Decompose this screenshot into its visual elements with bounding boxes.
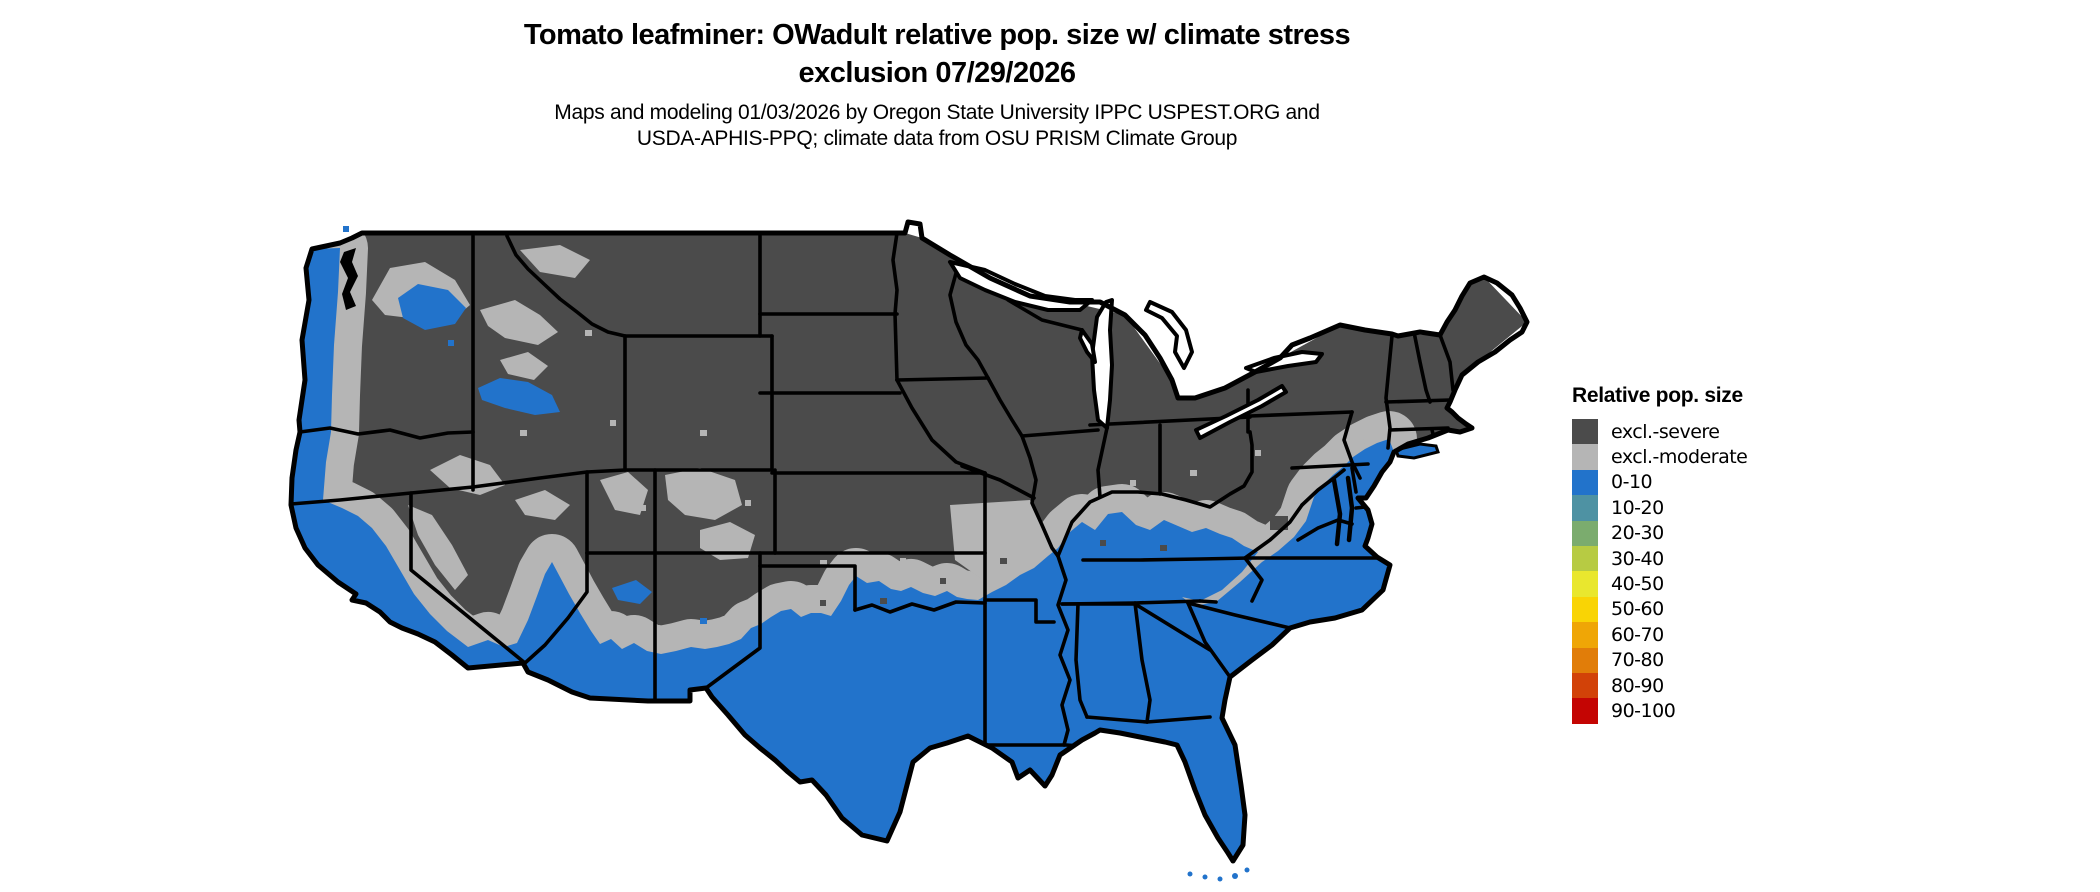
legend-swatch-10-20 [1572,495,1598,521]
blue-valley-patches [398,284,652,604]
legend-swatch-90-100 [1572,698,1598,724]
legend-label: excl.-moderate [1611,446,1748,469]
legend-item: 90-100 [1572,698,1747,724]
map-title-line2: exclusion 07/29/2026 [798,57,1076,89]
subtitle-block: Maps and modeling 01/03/2026 by Oregon S… [0,100,1874,152]
legend-item: 30-40 [1572,545,1747,572]
legend-item: 40-50 [1572,571,1747,597]
legend-swatch-40-50 [1572,571,1598,597]
legend-item: excl.-moderate [1572,444,1748,470]
legend-label: 70-80 [1611,649,1664,672]
zone-0-10 [291,248,1394,861]
legend-swatch-70-80 [1572,647,1598,673]
legend-swatch-0-10 [1572,469,1598,496]
legend-label: 0-10 [1611,471,1653,494]
title-block: Tomato leafminer: OWadult relative pop. … [0,16,1874,92]
legend: Relative pop. size excl.-severe excl.-mod… [1572,384,1748,724]
legend-item: 80-90 [1572,672,1747,699]
legend-item: 10-20 [1572,495,1747,521]
moderate-patches [372,245,1368,590]
legend-item: 0-10 [1572,469,1747,496]
legend-label: excl.-severe [1611,420,1720,443]
legend-label: 90-100 [1611,699,1676,722]
lake-huron [1144,300,1194,370]
map-credits-line1: Maps and modeling 01/03/2026 by Oregon S… [554,101,1320,124]
legend-item: 50-60 [1572,596,1747,623]
legend-swatch-excl.-moderate [1572,444,1598,470]
legend-label: 10-20 [1611,496,1664,519]
legend-swatch-excl.-severe [1572,419,1598,445]
legend-label: 80-90 [1611,674,1664,697]
legend-swatch-80-90 [1572,672,1598,699]
legend-label: 20-30 [1611,522,1664,545]
legend-item: 20-30 [1572,520,1747,546]
legend-swatch-30-40 [1572,545,1598,572]
legend-item: 60-70 [1572,622,1747,648]
legend-label: 60-70 [1611,623,1664,646]
us-outline [288,219,1530,864]
legend-title: Relative pop. size [1572,384,1743,407]
legend-item: excl.-severe [1572,419,1747,445]
lake-erie [1194,384,1288,440]
map-title-line1: Tomato leafminer: OWadult relative pop. … [523,19,1351,51]
legend-label: 50-60 [1611,598,1664,621]
raster-speck-offshore [343,226,349,232]
puget-sound [340,248,358,310]
chesapeake-bay [1331,475,1355,547]
legend-swatch-60-70 [1572,622,1598,648]
legend-items: excl.-severe excl.-moderate 0-10 10-20 20-30… [1572,419,1748,724]
lake-michigan [1090,298,1114,430]
green-bay [1078,328,1097,364]
legend-swatch-20-30 [1572,520,1598,546]
legend-label: 40-50 [1611,573,1664,596]
florida-keys [1187,867,1250,882]
legend-swatch-50-60 [1572,596,1598,623]
legend-item: 70-80 [1572,647,1747,673]
legend-label: 30-40 [1611,547,1664,570]
map-credits-line2: USDA-APHIS-PPQ; climate data from OSU PR… [636,127,1238,150]
